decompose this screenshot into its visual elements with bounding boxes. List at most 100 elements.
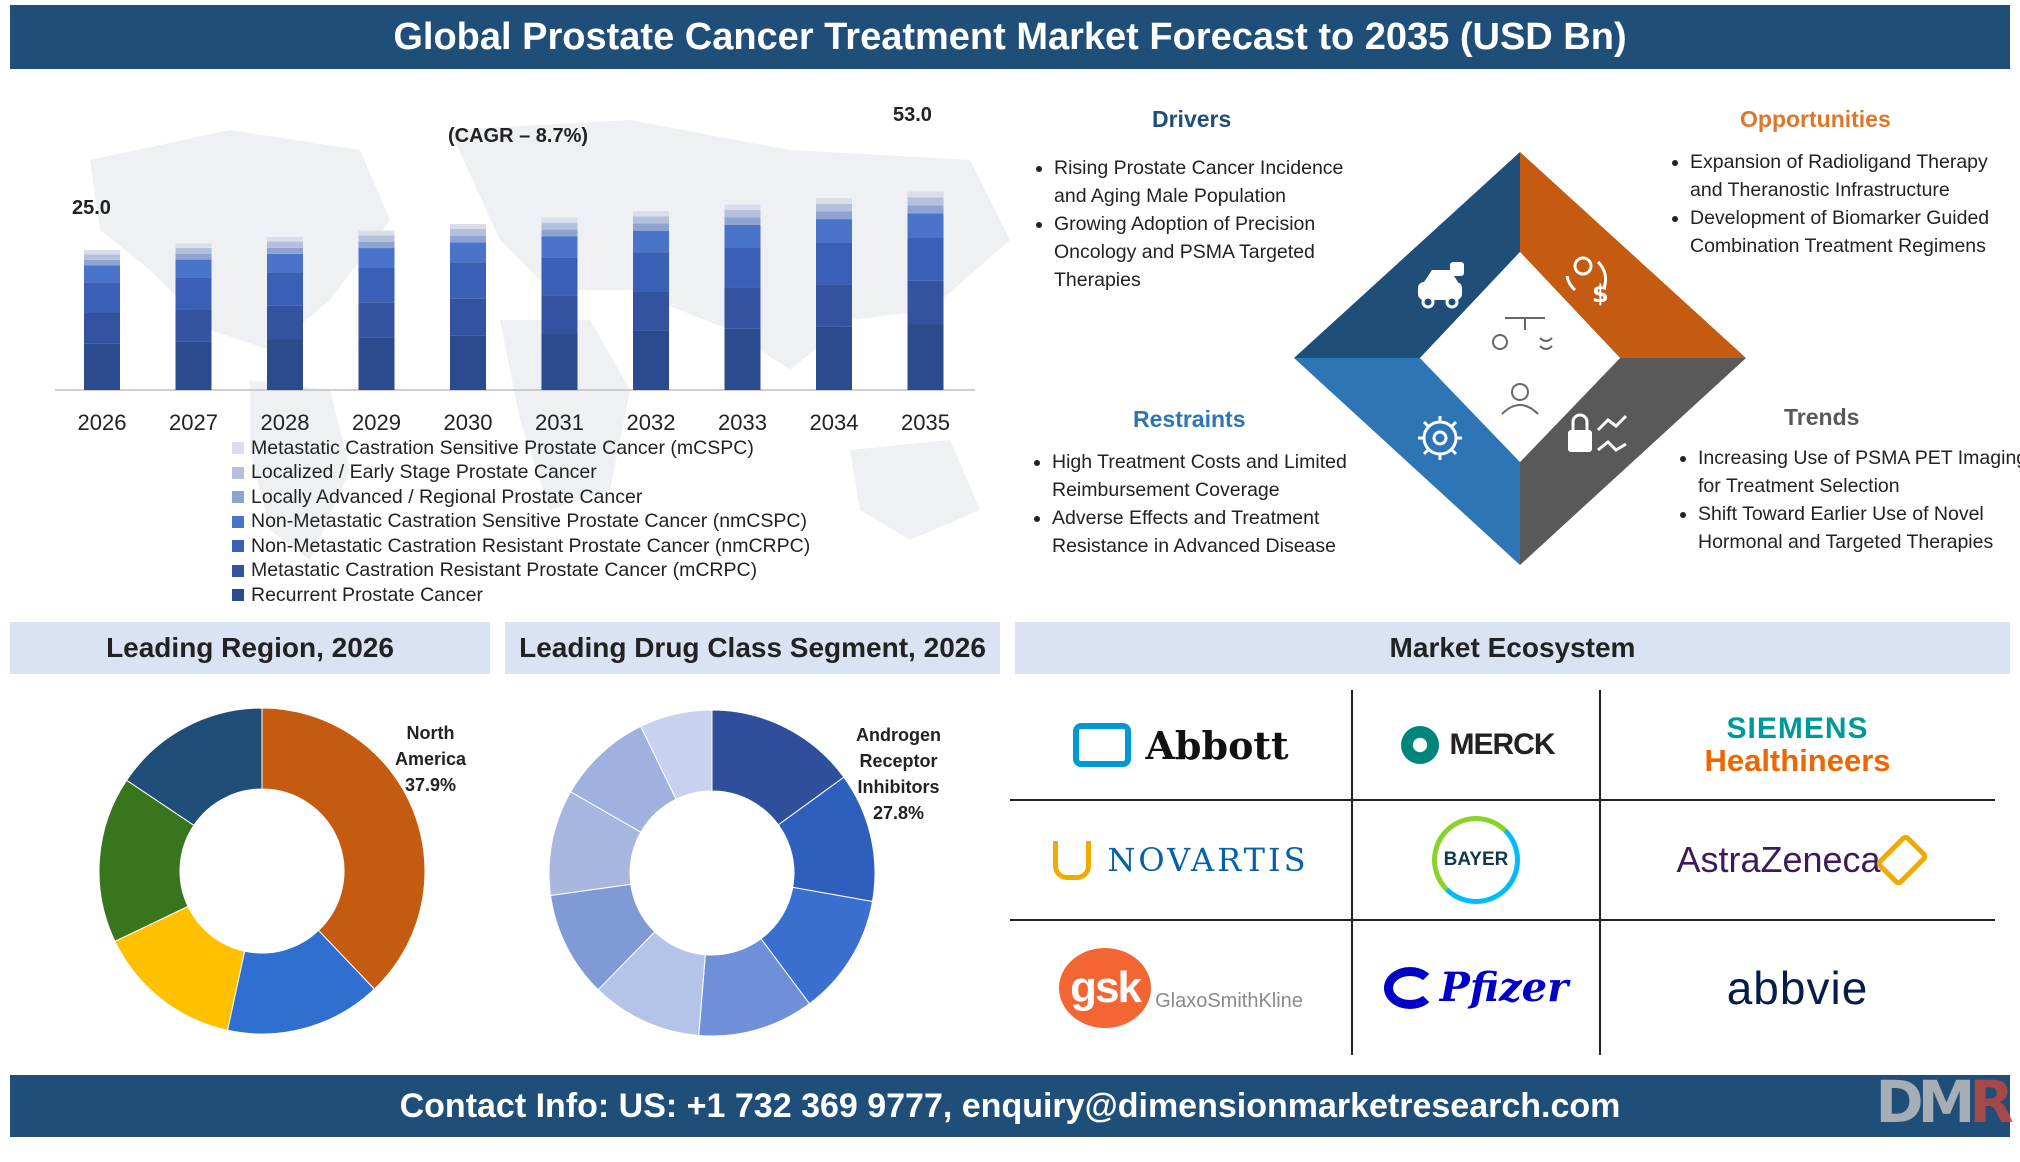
x-tick-label: 2028	[261, 410, 310, 435]
bar-segment	[724, 224, 761, 248]
logo-merck: MERCK	[1352, 690, 1600, 800]
bar-segment	[633, 230, 669, 253]
legend-label: Recurrent Prostate Cancer	[251, 583, 483, 606]
bar-segment	[450, 242, 486, 263]
bar-segment	[267, 272, 303, 306]
bar-segment	[267, 247, 303, 254]
bar-segment	[541, 236, 578, 258]
list-item: Expansion of Radioligand Therapy and The…	[1690, 148, 1990, 204]
bar-segment	[175, 341, 212, 390]
bar-segment	[358, 337, 395, 390]
astrazeneca-icon	[1873, 832, 1930, 888]
donut-slice	[640, 709, 713, 800]
trends-list: Increasing Use of PSMA PET Imaging for T…	[1668, 444, 2020, 556]
x-tick-label: 2031	[535, 410, 584, 435]
bar-segment	[816, 219, 852, 243]
logo-bayer: BAYER	[1352, 800, 1600, 920]
logo-gsk: gsk GlaxoSmithKline	[1010, 920, 1352, 1055]
donut-slice	[125, 707, 263, 827]
opportunities-list: Expansion of Radioligand Therapy and The…	[1660, 148, 1990, 260]
ecosystem-section-title: Market Ecosystem	[1015, 622, 2010, 674]
bar-segment	[541, 295, 578, 334]
svg-text:$: $	[1592, 280, 1609, 308]
x-tick-label: 2026	[78, 410, 127, 435]
drivers-list: Rising Prostate Cancer Incidence and Agi…	[1024, 154, 1344, 294]
logo-pfizer: Pfizer	[1352, 920, 1600, 1055]
x-tick-label: 2033	[718, 410, 767, 435]
bar-segment	[175, 247, 212, 254]
exchange-icon: $	[1565, 256, 1609, 308]
bar-segment	[267, 253, 303, 273]
bar-segment	[450, 298, 486, 336]
data-label-first: 25.0	[72, 197, 111, 219]
bar-segment	[358, 267, 395, 303]
legend-item: Metastatic Castration Sensitive Prostate…	[232, 436, 810, 461]
lock-icon	[1568, 413, 1628, 452]
bar-segment	[267, 339, 303, 390]
drivers-diamond: $	[1294, 152, 1746, 565]
drug-class-data-label: Androgen Receptor Inhibitors 27.8%	[856, 725, 941, 823]
legend-label: Non-Metastatic Castration Sensitive Pros…	[251, 510, 807, 533]
bar-segment	[907, 197, 944, 206]
bar-segment	[84, 254, 120, 260]
bar-segment	[724, 287, 761, 329]
list-item: Development of Biomarker Guided Combinat…	[1690, 204, 1990, 260]
bar-segment	[267, 241, 303, 248]
bar-segment	[816, 198, 852, 204]
bar-segment	[358, 230, 395, 236]
bar-segment	[633, 211, 669, 217]
drivers-title: Drivers	[1152, 106, 1232, 132]
bar-segment	[175, 253, 212, 260]
logo-siemens-healthineers: SIEMENS Healthineers	[1704, 712, 1891, 778]
legend-swatch	[232, 515, 244, 528]
legend-swatch	[232, 540, 244, 553]
bar-segment	[450, 224, 486, 229]
bar-segment	[175, 259, 212, 278]
bar-segment	[907, 324, 944, 390]
bar-segment	[175, 309, 212, 342]
bar-segment	[724, 217, 761, 225]
pfizer-icon	[1383, 966, 1436, 1009]
list-item: Rising Prostate Cancer Incidence and Agi…	[1054, 154, 1344, 210]
bar-segment	[907, 205, 944, 214]
stacked-bar-chart: 2026 2027 2028 2029 2030 2031 2032 2033 2034 2035…	[55, 104, 975, 435]
bar-segment	[267, 305, 303, 340]
legend-label: Locally Advanced / Regional Prostate Can…	[251, 485, 643, 508]
legend-swatch	[232, 589, 244, 602]
legend-label: Metastatic Castration Sensitive Prostate…	[251, 436, 754, 459]
novartis-flame-icon	[1053, 840, 1092, 880]
bar-segment	[907, 213, 944, 238]
opportunities-title: Opportunities	[1740, 106, 1891, 132]
bar-segment	[84, 313, 120, 344]
bar-segment	[84, 343, 120, 390]
cagr-annotation: (CAGR – 8.7%)	[448, 125, 588, 147]
bar-segment	[541, 229, 578, 237]
logo-novartis: NOVARTIS	[1010, 800, 1352, 920]
abbott-icon	[1073, 723, 1132, 767]
restraints-title: Restraints	[1133, 406, 1246, 432]
bar-segment	[633, 216, 669, 224]
list-item: Growing Adoption of Precision Oncology a…	[1054, 210, 1344, 294]
legend-swatch	[232, 466, 244, 479]
lab-icon	[1492, 317, 1553, 415]
bar-segment	[724, 328, 761, 390]
x-tick-label: 2030	[444, 410, 493, 435]
restraints-list: High Treatment Costs and Limited Reimbur…	[1022, 448, 1352, 560]
x-tick-label: 2032	[627, 410, 676, 435]
bar-segment	[907, 280, 944, 325]
legend-item: Localized / Early Stage Prostate Cancer	[232, 461, 810, 486]
merck-icon	[1397, 723, 1442, 767]
legend-item: Locally Advanced / Regional Prostate Can…	[232, 485, 810, 510]
bar-segment	[175, 277, 212, 310]
trends-title: Trends	[1784, 404, 1860, 430]
bar-segment	[816, 242, 852, 285]
bar-segment	[175, 243, 212, 248]
list-item: Shift Toward Earlier Use of Novel Hormon…	[1698, 500, 2020, 556]
bar-segment	[84, 250, 120, 255]
page-title: Global Prostate Cancer Treatment Market …	[10, 5, 2010, 69]
bar-segment	[84, 259, 120, 266]
drivers-quadrant	[1294, 152, 1520, 358]
bar-segment	[541, 222, 578, 230]
